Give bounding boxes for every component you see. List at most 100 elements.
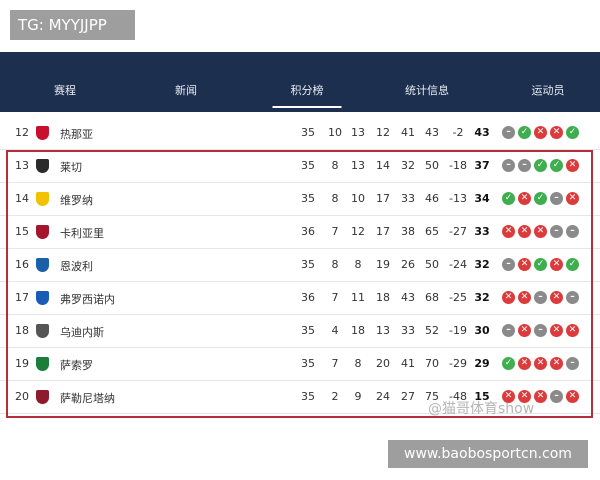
points: 29: [474, 357, 490, 370]
stat: 13: [351, 126, 365, 139]
stat: 18: [351, 324, 365, 337]
stat: 12: [351, 225, 365, 238]
stat: 52: [425, 324, 439, 337]
form-icon: ✕: [518, 357, 531, 370]
team-name: 萨勒尼塔纳: [60, 392, 115, 405]
stat: -25: [449, 291, 467, 304]
table-row: 18 乌迪内斯 35 4 18 13 33 52 -19 30– ✕ – ✕ ✕: [0, 315, 600, 348]
stat: -48: [449, 390, 467, 403]
stat: 35: [301, 357, 315, 370]
stat: -13: [449, 192, 467, 205]
form-icon: ✕: [550, 126, 563, 139]
tab[interactable]: 积分榜: [272, 82, 342, 108]
stat: 70: [425, 357, 439, 370]
tab[interactable]: 统计信息: [405, 84, 449, 97]
form-icon: ✓: [566, 258, 579, 271]
team-logo: [36, 390, 49, 404]
form-icon: ✕: [534, 357, 547, 370]
stat: 35: [301, 258, 315, 271]
form-icon: ✕: [518, 258, 531, 271]
team-name: 卡利亚里: [60, 227, 104, 240]
stat: 50: [425, 258, 439, 271]
form-icon: –: [550, 192, 563, 205]
stat: 13: [376, 324, 390, 337]
tab[interactable]: 运动员: [531, 84, 565, 97]
form-icon: –: [566, 225, 579, 238]
points: 32: [474, 291, 490, 304]
team-name: 恩波利: [60, 260, 93, 273]
form-icon: ✓: [534, 159, 547, 172]
form-icon: –: [534, 291, 547, 304]
stat: 10: [328, 126, 342, 139]
rank: 16: [15, 258, 29, 271]
team-logo: [36, 126, 49, 140]
stat: -18: [449, 159, 467, 172]
stat: 41: [401, 357, 415, 370]
stat: 7: [331, 225, 339, 238]
form-icon: ✓: [534, 192, 547, 205]
tab[interactable]: 赛程: [54, 84, 76, 97]
tab-bar: 赛程 新闻 积分榜 统计信息 运动员: [0, 52, 600, 112]
form-icon: ✕: [566, 324, 579, 337]
stat: 14: [376, 159, 390, 172]
team-name: 维罗纳: [60, 194, 93, 207]
form-icon: ✕: [566, 390, 579, 403]
team-logo: [36, 357, 49, 371]
stat: 17: [376, 192, 390, 205]
form-icon: –: [518, 159, 531, 172]
stat: 8: [331, 159, 339, 172]
table-row: 12 热那亚 35 10 13 12 41 43 -2 43– ✓ ✕ ✕ ✓: [0, 117, 600, 150]
stat: -27: [449, 225, 467, 238]
stat: 32: [401, 159, 415, 172]
form-icon: ✓: [502, 192, 515, 205]
points: 15: [474, 390, 490, 403]
points: 43: [474, 126, 490, 139]
stat: 11: [351, 291, 365, 304]
stat: 7: [331, 357, 339, 370]
form-icon: ✕: [518, 225, 531, 238]
points: 34: [474, 192, 490, 205]
stat: -24: [449, 258, 467, 271]
stat: 43: [425, 126, 439, 139]
stat: 50: [425, 159, 439, 172]
team-name: 乌迪内斯: [60, 326, 104, 339]
rank: 13: [15, 159, 29, 172]
team-logo: [36, 324, 49, 338]
stat: 35: [301, 192, 315, 205]
stat: 9: [354, 390, 362, 403]
tab[interactable]: 新闻: [175, 84, 197, 97]
stat: 2: [331, 390, 339, 403]
table-row: 15 卡利亚里 36 7 12 17 38 65 -27 33 ✕ ✕ ✕ – –: [0, 216, 600, 249]
points: 32: [474, 258, 490, 271]
rank: 18: [15, 324, 29, 337]
stat: 19: [376, 258, 390, 271]
stat: 35: [301, 324, 315, 337]
table-row: 20 萨勒尼塔纳 35 2 9 24 27 75 -48 15 ✕ ✕ ✕ – ✕: [0, 381, 600, 414]
form-icon: ✕: [502, 291, 515, 304]
rank: 19: [15, 357, 29, 370]
stat: 7: [331, 291, 339, 304]
stat: 17: [376, 225, 390, 238]
stat: -2: [452, 126, 464, 139]
stat: 43: [401, 291, 415, 304]
watermark-tag: TG: MYYJJPP: [10, 10, 135, 40]
form-icon: ✕: [534, 390, 547, 403]
form-icon: ✕: [518, 192, 531, 205]
form-icon: ✕: [566, 192, 579, 205]
stat: 8: [331, 258, 339, 271]
form-icon: ✓: [550, 159, 563, 172]
stat: 24: [376, 390, 390, 403]
stat: 27: [401, 390, 415, 403]
form-icon: –: [502, 159, 515, 172]
stat: 12: [376, 126, 390, 139]
stat: 75: [425, 390, 439, 403]
form-icon: –: [566, 291, 579, 304]
form-icon: –: [550, 390, 563, 403]
watermark: @猫哥体育show: [428, 401, 535, 417]
team-logo: [36, 159, 49, 173]
form-icon: ✕: [550, 258, 563, 271]
form-icon: ✓: [502, 357, 515, 370]
highlight-frame: [6, 150, 593, 418]
form-icon: ✕: [550, 291, 563, 304]
